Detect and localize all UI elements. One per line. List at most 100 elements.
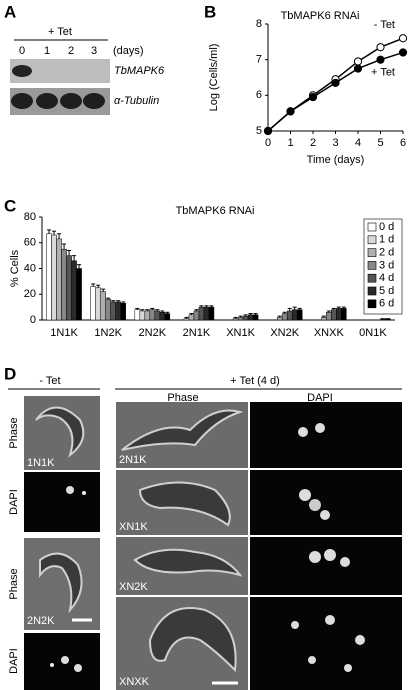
bar <box>100 291 106 321</box>
legend-swatch <box>367 261 377 270</box>
bar <box>341 308 347 321</box>
lane-label: 3 <box>91 45 97 57</box>
bar <box>203 306 210 321</box>
x-tick-label: 3 <box>332 137 338 149</box>
legend-label: 1 d <box>379 234 394 246</box>
legend-label: 3 d <box>379 259 394 271</box>
bar <box>247 314 254 321</box>
x-tick-label: XN1K <box>226 327 255 339</box>
blot-band <box>11 93 33 109</box>
dapi-image <box>24 472 100 532</box>
image-label: 1N1K <box>27 457 55 469</box>
bar <box>193 310 200 321</box>
point <box>398 48 408 57</box>
cell <box>133 548 243 577</box>
bar <box>232 318 239 321</box>
nucleus <box>291 621 299 629</box>
nucleus <box>320 510 330 520</box>
x-tick-label: XN2K <box>270 327 299 339</box>
blot-row-label: TbMAPK6 <box>114 65 165 77</box>
bar <box>208 306 215 321</box>
bar <box>51 234 57 321</box>
blot-band <box>36 93 58 109</box>
row-label: Phase <box>8 568 20 599</box>
y-tick-label: 40 <box>24 262 36 274</box>
dapi-image <box>250 402 402 468</box>
blot-band <box>60 93 82 109</box>
nucleus <box>61 656 69 664</box>
nucleus <box>74 664 82 672</box>
column-label: DAPI <box>307 392 333 404</box>
lane-label: 2 <box>68 45 74 57</box>
legend-swatch <box>367 286 377 296</box>
micrograph-images <box>24 396 402 690</box>
kinetoplast <box>50 663 54 667</box>
y-tick-label: 7 <box>256 54 262 66</box>
lane-label: 0 <box>19 45 25 57</box>
cell <box>148 607 237 673</box>
x-tick-label: 2N2K <box>139 327 167 339</box>
nucleus <box>298 427 308 437</box>
nucleus <box>325 615 335 625</box>
y-tick-label: 0 <box>30 314 36 326</box>
bar <box>321 317 327 321</box>
series-line <box>267 51 404 132</box>
blot-row-label: α-Tubulin <box>114 95 159 107</box>
x-tick-label: 1N1K <box>50 327 78 339</box>
bar <box>183 318 190 321</box>
panel-label: A <box>4 2 16 21</box>
bar <box>336 308 342 321</box>
nucleus <box>299 489 311 501</box>
cell <box>138 481 231 527</box>
panel-label: C <box>4 196 16 215</box>
bar <box>252 314 259 321</box>
blot-treatment: + Tet <box>48 26 72 38</box>
group-label: - Tet <box>39 375 60 387</box>
cell <box>39 552 83 614</box>
bar <box>276 317 283 321</box>
cell <box>35 406 85 458</box>
row-label: DAPI <box>8 648 20 674</box>
bar <box>281 313 288 321</box>
x-axis-label: Time (days) <box>307 154 365 166</box>
bar <box>95 287 101 321</box>
y-tick-label: 80 <box>24 211 36 223</box>
x-tick-label: 1N2K <box>94 327 122 339</box>
bar <box>237 317 244 321</box>
bar <box>331 309 337 321</box>
kinetoplast <box>82 491 86 495</box>
y-axis-label: % Cells <box>9 249 21 287</box>
y-tick-label: 8 <box>256 18 262 30</box>
bar <box>76 268 82 321</box>
bar <box>134 309 141 321</box>
legend-label: 0 d <box>379 221 394 233</box>
bar <box>61 248 67 321</box>
row-label: Phase <box>8 417 20 448</box>
bar <box>164 313 171 321</box>
bar <box>56 238 62 321</box>
legend-swatch <box>367 222 377 232</box>
point <box>286 107 295 116</box>
dapi-image <box>250 470 402 535</box>
legend-label: 6 d <box>379 298 394 310</box>
legend-swatch <box>367 273 377 283</box>
bar <box>149 309 156 321</box>
image-label: XNXK <box>119 676 150 688</box>
x-tick-label: 6 <box>400 137 406 149</box>
legend-swatch <box>367 299 377 309</box>
bar <box>326 312 332 321</box>
cell <box>121 409 244 451</box>
legend-swatch <box>367 235 377 245</box>
blot-band <box>12 65 32 77</box>
chart-title: TbMAPK6 RNAi <box>281 10 360 22</box>
bar <box>291 309 298 321</box>
x-tick-label: 0 <box>265 137 271 149</box>
bar <box>154 310 161 321</box>
point <box>331 78 340 87</box>
nucleus <box>309 499 321 511</box>
series-label: - Tet <box>374 19 395 31</box>
point <box>353 64 363 73</box>
lane-label: 1 <box>44 45 50 57</box>
